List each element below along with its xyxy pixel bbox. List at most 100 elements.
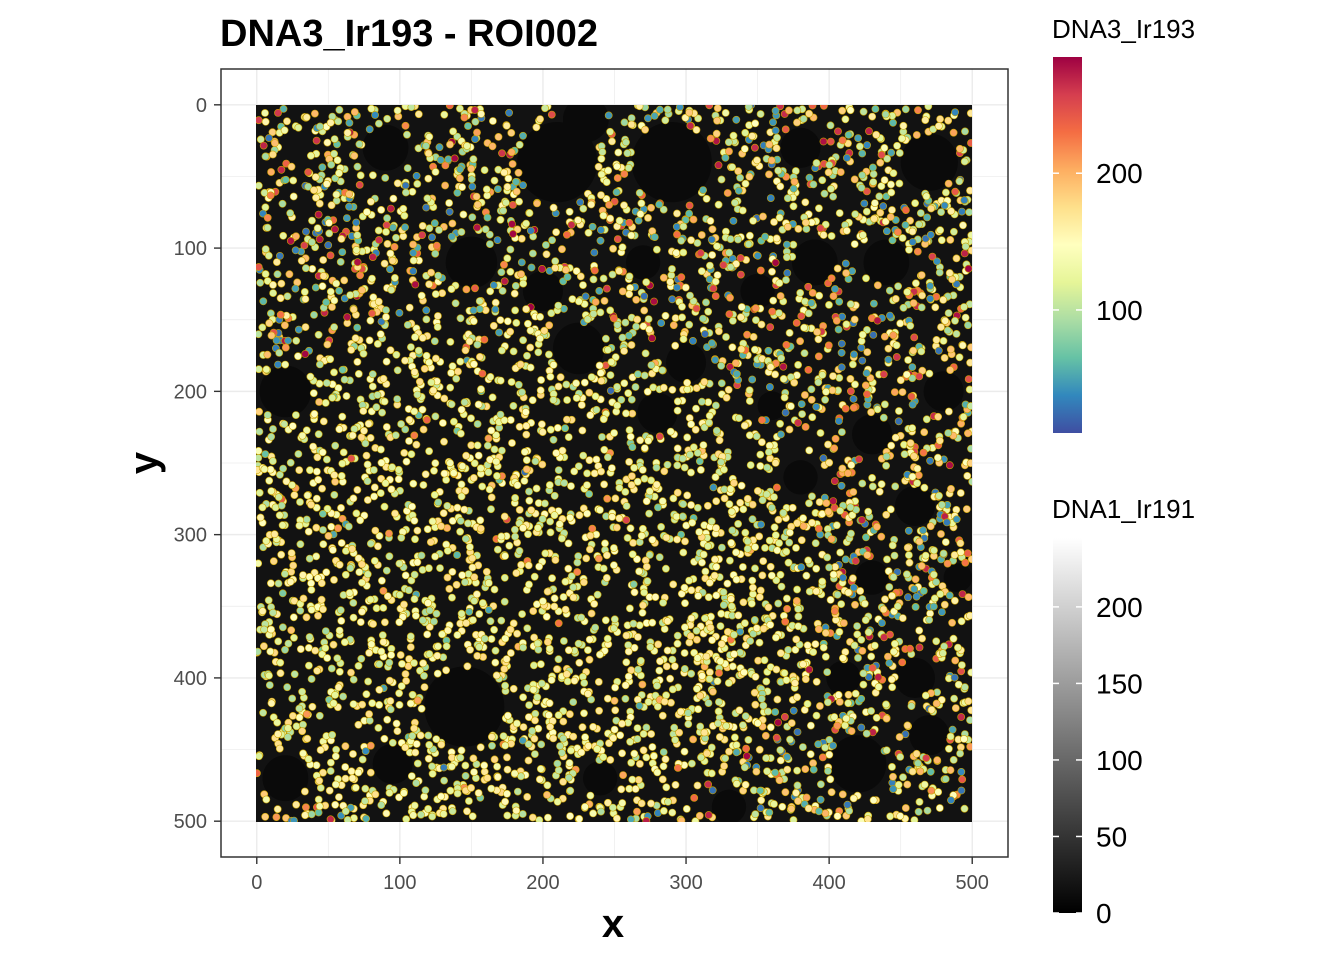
cell-point <box>501 797 509 806</box>
cell-point <box>259 297 268 306</box>
cell-point <box>473 223 481 232</box>
cell-point <box>413 526 422 535</box>
cell-point <box>294 123 303 132</box>
cell-point <box>530 572 539 581</box>
cell-point <box>883 555 891 564</box>
cell-point <box>889 772 897 781</box>
cell-point <box>511 525 519 534</box>
cell-point <box>401 743 410 752</box>
cell-point <box>966 109 972 118</box>
cell-point <box>751 672 760 681</box>
cell-point <box>825 458 834 467</box>
cell-point <box>956 144 964 153</box>
cell-point <box>857 183 866 192</box>
cell-point <box>905 551 913 559</box>
cell-point <box>781 125 790 134</box>
cell-point <box>370 557 379 565</box>
cell-point <box>590 266 599 275</box>
cell-point <box>650 297 658 306</box>
cell-point <box>693 448 702 457</box>
cell-point <box>652 480 661 489</box>
cell-point <box>491 646 500 655</box>
cell-point <box>757 520 765 529</box>
cell-point <box>934 122 943 130</box>
cell-point <box>332 745 340 754</box>
cell-point <box>691 425 700 434</box>
cell-point <box>812 587 821 596</box>
cell-point <box>525 496 534 505</box>
cell-point <box>421 470 430 479</box>
cell-point <box>286 209 295 218</box>
cell-point <box>437 792 445 801</box>
cell-point <box>317 579 326 588</box>
cell-point <box>511 281 520 290</box>
cell-point <box>284 724 292 732</box>
cell-point <box>932 637 941 646</box>
cell-point <box>424 805 432 813</box>
cell-point <box>522 219 530 228</box>
cell-point <box>537 679 546 688</box>
cell-point <box>837 481 846 490</box>
cell-point <box>828 386 837 395</box>
cell-point <box>327 160 336 169</box>
cell-point <box>439 509 448 518</box>
cell-point <box>390 273 399 282</box>
cell-point <box>693 684 701 693</box>
cell-point <box>799 514 807 523</box>
cell-point <box>671 341 680 350</box>
cell-point <box>964 321 972 330</box>
cell-point <box>669 494 678 503</box>
cell-point <box>310 109 319 118</box>
cell-point <box>735 414 743 422</box>
cell-point <box>483 774 492 782</box>
cell-point <box>425 741 434 749</box>
cell-point <box>371 111 379 119</box>
cell-point <box>775 539 783 547</box>
cell-point <box>794 360 802 369</box>
cell-point <box>757 796 766 805</box>
cell-point <box>374 724 383 732</box>
cell-point <box>500 168 509 177</box>
cell-point <box>378 631 387 640</box>
cell-point <box>287 549 296 557</box>
cell-point <box>336 257 345 266</box>
cell-point <box>276 669 285 678</box>
cell-point <box>689 735 697 744</box>
cell-point <box>410 407 419 416</box>
cell-point <box>382 566 391 575</box>
cell-point <box>781 617 790 626</box>
cell-point <box>573 558 582 567</box>
cell-point <box>783 605 791 613</box>
cell-point <box>323 654 332 662</box>
cell-point <box>944 429 953 437</box>
cell-point <box>542 241 550 249</box>
cell-point <box>295 466 304 474</box>
cell-point <box>519 181 527 190</box>
cell-point <box>710 571 719 580</box>
cell-point <box>261 117 270 126</box>
cell-point <box>606 386 615 395</box>
x-tick-label: 200 <box>526 872 559 894</box>
cell-point <box>262 795 271 804</box>
cell-point <box>468 812 477 821</box>
cell-point <box>412 740 421 748</box>
cell-point <box>307 238 316 247</box>
cell-point <box>812 677 821 686</box>
cell-point <box>862 533 870 542</box>
cell-point <box>736 173 744 182</box>
cell-point <box>713 242 721 251</box>
cell-point <box>280 126 289 135</box>
cell-point <box>448 517 457 525</box>
cell-point <box>859 669 868 678</box>
cell-point <box>799 115 808 123</box>
cell-point <box>771 106 780 115</box>
cell-point <box>274 360 282 369</box>
cell-point <box>671 314 680 322</box>
cell-point <box>302 426 311 435</box>
cell-point <box>458 462 467 471</box>
cell-point <box>330 576 338 584</box>
cell-point <box>639 601 647 610</box>
cell-point <box>766 620 775 629</box>
cell-point <box>652 463 661 472</box>
cell-point <box>275 744 284 753</box>
